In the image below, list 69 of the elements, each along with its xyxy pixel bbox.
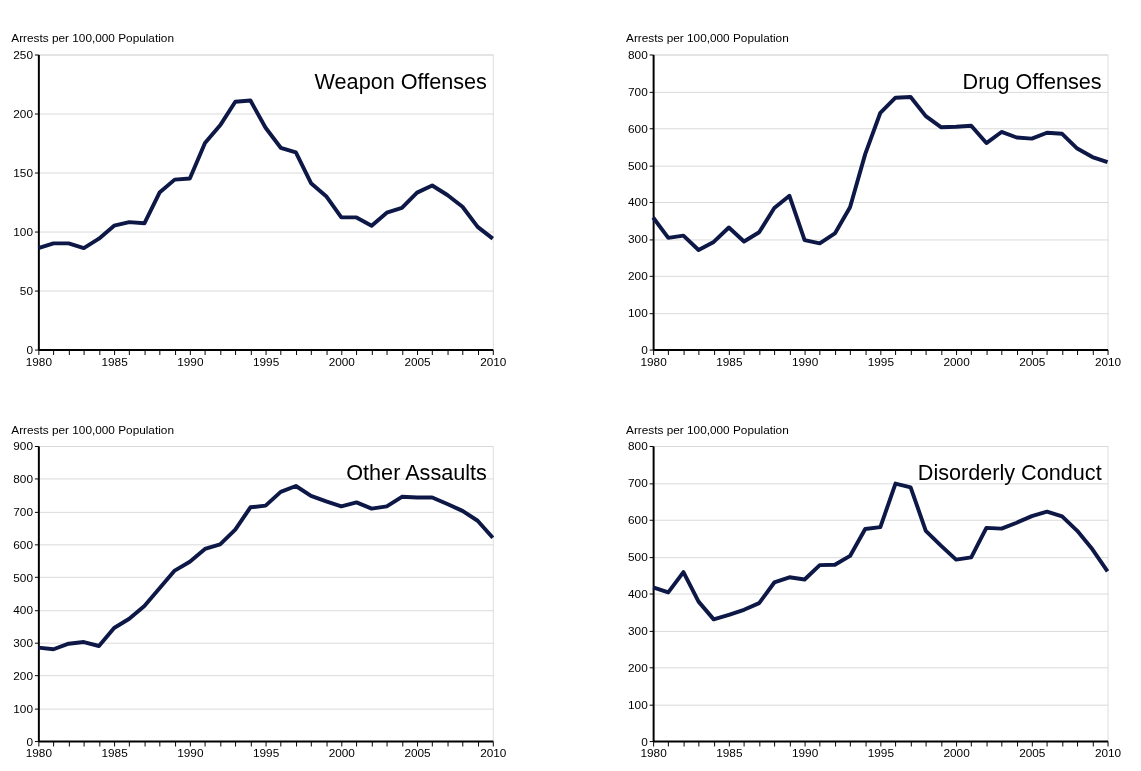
y-tick-label: 400: [628, 195, 649, 210]
y-tick-label: 300: [628, 232, 649, 247]
y-tick-label: 150: [13, 165, 34, 180]
text: Other Assaults: [346, 460, 488, 486]
y-tick-label: 600: [13, 537, 34, 552]
x-tick-label: 1990: [177, 354, 204, 369]
y-tick-label: 200: [628, 269, 649, 284]
x-tick-label: 1985: [101, 354, 129, 369]
y-tick-label: 500: [628, 158, 649, 173]
y-axis-title: Arrests per 100,000 Population: [626, 422, 789, 437]
y-tick-label: 50: [19, 284, 34, 299]
text: Drug Offenses: [962, 68, 1102, 94]
x-tick-label: 2010: [1094, 746, 1122, 761]
x-tick-label: 2010: [480, 354, 507, 369]
x-tick-label: 1990: [177, 746, 204, 761]
x-tick-label: 2005: [404, 746, 432, 761]
y-tick-label: 0: [26, 734, 34, 749]
x-tick-label: 1985: [716, 746, 743, 761]
y-tick-label: 0: [641, 734, 649, 749]
x-tick-label: 1980: [25, 746, 53, 761]
line-series: [651, 94, 1110, 252]
y-tick-label: 700: [628, 84, 649, 99]
y-tick-label: 400: [628, 586, 649, 601]
x-tick-label: 2010: [480, 746, 507, 761]
y-tick-label: 250: [13, 47, 34, 62]
x-tick-label: 1995: [252, 354, 280, 369]
x-tick-label: 2005: [1019, 354, 1046, 369]
x-tick-label: 2010: [1094, 354, 1122, 369]
y-axis-title: Arrests per 100,000 Population: [626, 31, 789, 46]
y-tick-label: 300: [13, 636, 34, 651]
line-series: [36, 484, 495, 652]
x-tick-label: 1995: [867, 746, 895, 761]
y-axis-title: Arrests per 100,000 Population: [11, 31, 174, 46]
x-tick-label: 1995: [252, 746, 280, 761]
y-tick-label: 200: [13, 668, 34, 683]
x-tick-label: 2000: [328, 354, 356, 369]
y-tick-label: 600: [628, 513, 649, 528]
x-tick-label: 1990: [791, 746, 819, 761]
line-series: [36, 98, 495, 251]
y-tick-label: 600: [628, 121, 649, 136]
x-tick-label: 1985: [716, 354, 743, 369]
y-tick-label: 100: [628, 697, 649, 712]
y-tick-label: 800: [13, 472, 34, 487]
x-tick-label: 2000: [943, 746, 971, 761]
x-tick-label: 2005: [404, 354, 432, 369]
x-tick-label: 2000: [943, 354, 971, 369]
y-tick-label: 100: [13, 701, 34, 716]
y-tick-label: 800: [628, 439, 649, 454]
y-tick-label: 400: [13, 603, 34, 618]
y-tick-label: 200: [628, 660, 649, 675]
x-tick-label: 2005: [1019, 746, 1046, 761]
x-tick-label: 1990: [791, 354, 819, 369]
y-tick-label: 700: [13, 504, 34, 519]
x-tick-label: 2000: [328, 746, 356, 761]
y-tick-label: 100: [13, 224, 34, 239]
y-tick-label: 700: [628, 476, 649, 491]
y-tick-label: 300: [628, 623, 649, 638]
y-tick-label: 800: [628, 47, 649, 62]
y-tick-label: 500: [628, 550, 649, 565]
y-tick-label: 900: [13, 439, 34, 454]
x-tick-label: 1980: [640, 746, 668, 761]
text: Disorderly Conduct: [917, 460, 1102, 486]
y-tick-label: 100: [628, 306, 649, 321]
text: Weapon Offenses: [314, 68, 488, 94]
y-tick-label: 200: [13, 106, 34, 121]
x-tick-label: 1985: [101, 746, 129, 761]
y-tick-label: 500: [13, 570, 34, 585]
x-tick-label: 1995: [867, 354, 895, 369]
y-axis-title: Arrests per 100,000 Population: [11, 422, 174, 437]
